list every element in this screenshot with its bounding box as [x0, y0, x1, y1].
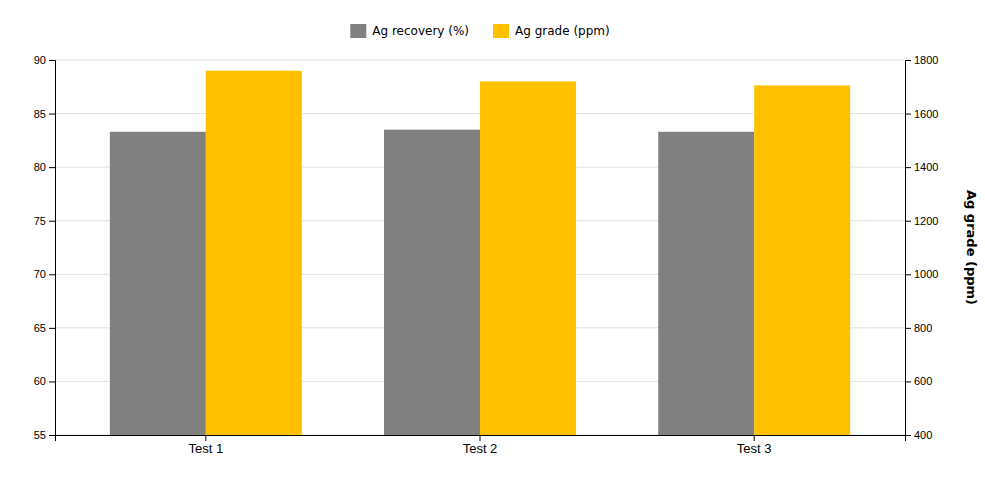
y-tick: 90 [34, 54, 55, 66]
y-tick-label: 75 [34, 215, 46, 227]
bar [110, 132, 206, 435]
y-tick-label: 60 [34, 375, 46, 387]
bar [480, 81, 576, 435]
x-tick-mark [480, 435, 481, 441]
y-tick-label: 85 [34, 108, 46, 120]
bar [206, 71, 302, 435]
bar-series [206, 71, 850, 435]
x-axis: Test 1 Test 2 Test 3 [56, 435, 906, 456]
y2-tick-label: 1400 [914, 161, 938, 173]
y-tick-mark [49, 114, 55, 115]
x-tick-label: Test 1 [188, 441, 223, 456]
x-tick-mark [205, 435, 206, 441]
y-axis: 55 60 65 70 75 80 85 90 [34, 54, 56, 441]
legend-swatch [350, 24, 366, 38]
x-tick: Test 1 [188, 435, 223, 456]
y-tick: 70 [34, 268, 55, 280]
y-tick-mark [49, 60, 55, 61]
y-tick-mark [49, 381, 55, 382]
legend-label: Ag recovery (%) [372, 24, 469, 38]
y2-tick: 1200 [905, 215, 938, 227]
y2-tick-label: 1800 [914, 54, 938, 66]
y-tick-mark [49, 435, 55, 436]
y-tick: 55 [34, 429, 55, 441]
y-tick-label: 70 [34, 268, 46, 280]
y-tick-label: 80 [34, 161, 46, 173]
y2-tick-label: 1000 [914, 268, 938, 280]
y2-tick-label: 600 [914, 375, 932, 387]
y-tick-mark [49, 167, 55, 168]
x-axis-line [56, 436, 906, 442]
y2-tick: 1400 [905, 161, 938, 173]
y2-tick-mark [905, 60, 911, 61]
legend-item: Ag recovery (%) [350, 24, 469, 38]
y2-axis-title: Ag grade (ppm) [964, 190, 979, 305]
x-tick: Test 3 [737, 435, 772, 456]
y-tick: 60 [34, 375, 55, 387]
y2-axis-line [906, 61, 912, 436]
y-tick-mark [49, 221, 55, 222]
y-tick-label: 65 [34, 322, 46, 334]
y-axis-line [49, 61, 56, 436]
bars [110, 71, 850, 435]
y2-tick: 1600 [905, 108, 938, 120]
y-tick-label: 90 [34, 54, 46, 66]
y2-tick: 600 [905, 375, 932, 387]
legend: Ag recovery (%) Ag grade (ppm) [350, 24, 609, 38]
grid-line [55, 60, 905, 61]
x-tick-mark [754, 435, 755, 441]
y2-tick-mark [905, 114, 911, 115]
plot: 55 60 65 70 75 80 85 90 400 600 800 1000 1200 1400 160… [34, 54, 979, 480]
y2-axis: 400 600 800 1000 1200 1400 1600 1800 [905, 54, 938, 441]
y2-tick-mark [905, 274, 911, 275]
legend-label: Ag grade (ppm) [515, 24, 610, 38]
y-tick-mark [49, 274, 55, 275]
y-tick: 65 [34, 322, 55, 334]
y2-tick-mark [905, 167, 911, 168]
x-tick-label: Test 3 [737, 441, 772, 456]
y2-tick-label: 800 [914, 322, 932, 334]
x-tick: Test 2 [463, 435, 498, 456]
y2-tick-mark [905, 328, 911, 329]
bar [754, 85, 850, 435]
y2-tick-mark [905, 221, 911, 222]
y2-tick-label: 1600 [914, 108, 938, 120]
legend-swatch [493, 24, 509, 38]
y-tick: 75 [34, 215, 55, 227]
y2-tick-label: 400 [914, 429, 932, 441]
y2-tick: 1800 [905, 54, 938, 66]
x-tick-label: Test 2 [463, 441, 498, 456]
y-tick-mark [49, 328, 55, 329]
y2-tick-mark [905, 381, 911, 382]
chart: 55 60 65 70 75 80 85 90 400 600 800 1000 1200 1400 160… [0, 0, 985, 480]
y2-tick: 400 [905, 429, 932, 441]
y2-tick: 800 [905, 322, 932, 334]
y2-tick-label: 1200 [914, 215, 938, 227]
y-tick: 80 [34, 161, 55, 173]
y-tick-label: 55 [34, 429, 46, 441]
bar [658, 132, 754, 435]
legend-item: Ag grade (ppm) [493, 24, 610, 38]
y2-tick: 1000 [905, 268, 938, 280]
y-tick: 85 [34, 108, 55, 120]
bar [384, 130, 480, 435]
